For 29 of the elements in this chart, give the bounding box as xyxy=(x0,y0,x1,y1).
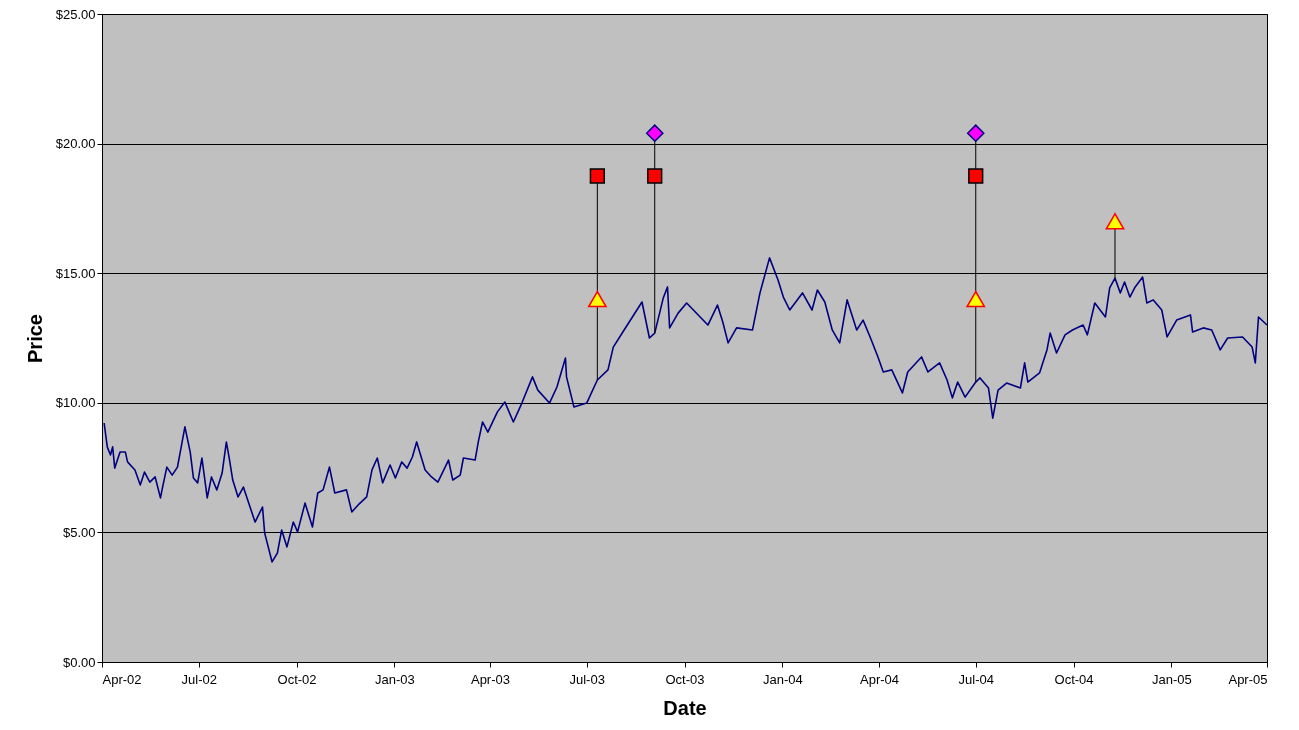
x-tick-label: Oct-04 xyxy=(1054,671,1094,687)
point xyxy=(589,168,605,184)
x-tick-label: Jan-04 xyxy=(762,671,803,687)
x-tick-label: Jan-05 xyxy=(1151,671,1192,687)
x-tick-label: Apr-05 xyxy=(1228,671,1268,687)
point xyxy=(966,290,986,308)
y-tick-label: $0.00 xyxy=(62,654,96,670)
y-tick-label: $25.00 xyxy=(55,6,96,22)
x-tick-label: Apr-03 xyxy=(470,671,510,687)
point xyxy=(968,168,984,184)
y-tick-label: $15.00 xyxy=(55,265,96,281)
x-tick-label: Oct-02 xyxy=(277,671,317,687)
x-tick-label: Jul-04 xyxy=(958,671,994,687)
point xyxy=(966,124,985,143)
x-tick-label: Jan-03 xyxy=(374,671,415,687)
point xyxy=(647,168,663,184)
x-tick-label: Jul-02 xyxy=(181,671,217,687)
x-axis-title: Date xyxy=(663,696,707,719)
y-axis-title: Price xyxy=(23,314,46,363)
x-tick-label: Jul-03 xyxy=(569,671,605,687)
point xyxy=(645,124,664,143)
point xyxy=(1105,213,1125,230)
x-tick-label: Apr-02 xyxy=(102,671,142,687)
point xyxy=(587,290,607,308)
x-tick-label: Apr-04 xyxy=(860,671,900,687)
x-tick-label: Oct-03 xyxy=(665,671,705,687)
y-tick-label: $10.00 xyxy=(55,395,96,411)
y-tick-label: $5.00 xyxy=(62,524,96,540)
y-tick-label: $20.00 xyxy=(55,136,96,152)
